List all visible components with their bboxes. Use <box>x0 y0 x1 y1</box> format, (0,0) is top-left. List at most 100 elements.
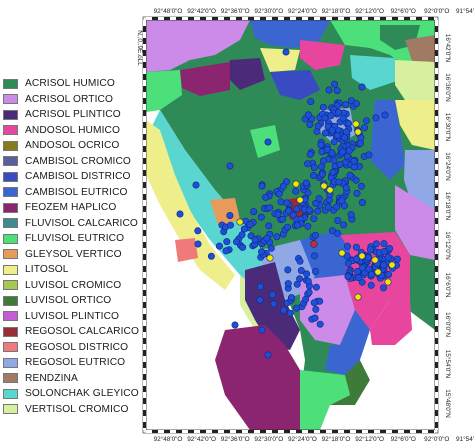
sample-point <box>226 162 234 170</box>
legend-label: CAMBISOL DISTRICO <box>25 171 131 183</box>
sample-point <box>268 291 276 299</box>
ruler-segment <box>143 236 146 242</box>
ruler-segment <box>428 430 434 433</box>
ruler-segment <box>435 212 438 218</box>
ruler-segment <box>206 17 212 20</box>
longitude-label-top: 92°42'0"O <box>187 7 216 15</box>
legend-label: REGOSOL DISTRICO <box>25 341 129 353</box>
sample-point <box>342 128 350 136</box>
ruler-segment <box>194 430 200 433</box>
sample-point <box>350 157 358 165</box>
ruler-segment <box>218 17 224 20</box>
polygon-gleysol <box>210 198 240 225</box>
ruler-segment <box>435 254 438 260</box>
ruler-segment <box>428 17 434 20</box>
ruler-segment <box>398 430 404 433</box>
ruler-segment <box>296 430 302 433</box>
ruler-segment <box>143 170 146 176</box>
ruler-segment <box>392 430 398 433</box>
ruler-segment <box>380 17 386 20</box>
legend-item: FLUVISOL EUTRICO <box>3 231 143 247</box>
sample-point <box>325 86 333 94</box>
ruler-segment <box>404 430 410 433</box>
ruler-segment <box>143 332 146 338</box>
sample-markers <box>176 48 401 359</box>
ruler-segment <box>143 182 146 188</box>
legend-item: ACRISOL PLINTICO <box>3 107 143 123</box>
ruler-segment <box>284 17 290 20</box>
sample-point <box>346 171 354 179</box>
ruler-segment <box>143 218 146 224</box>
ruler-segment <box>435 296 438 302</box>
ruler-segment <box>435 290 438 296</box>
legend-item: CAMBISOL EUTRICO <box>3 185 143 201</box>
ruler-segment <box>435 194 438 200</box>
ruler-segment <box>143 260 146 266</box>
sample-point <box>335 178 343 186</box>
legend-label: ANDOSOL HUMICO <box>25 124 120 136</box>
legend-label: FLUVISOL CALCARICO <box>25 217 138 229</box>
ruler-segment <box>435 140 438 146</box>
sample-point <box>270 300 278 308</box>
ruler-segment <box>182 430 188 433</box>
ruler-segment <box>143 290 146 296</box>
ruler-segment <box>143 416 146 422</box>
ruler-segment <box>344 17 350 20</box>
ruler-segment <box>143 134 146 140</box>
sample-point <box>319 103 327 111</box>
legend-item: CAMBISOL DISTRICO <box>3 169 143 185</box>
soil-polygons <box>146 20 435 430</box>
ruler-segment <box>212 430 218 433</box>
ruler-segment <box>143 80 146 86</box>
ruler-segment <box>164 17 170 20</box>
ruler-segment <box>416 17 422 20</box>
polygon-acrisol-ortico-north <box>146 20 250 72</box>
ruler-segment <box>143 248 146 254</box>
legend-swatch <box>3 202 18 213</box>
sample-point <box>330 156 338 164</box>
legend-label: LUVISOL PLINTICO <box>25 310 120 322</box>
ruler-segment <box>143 386 146 392</box>
sample-point <box>356 139 364 147</box>
ruler-segment <box>143 242 146 248</box>
polygon-vertisol-north <box>395 60 435 100</box>
ruler-segment <box>435 170 438 176</box>
legend-label: GLEYSOL VERTICO <box>25 248 122 260</box>
ruler-segment <box>143 86 146 92</box>
legend-swatch <box>3 125 18 136</box>
ruler-segment <box>344 430 350 433</box>
sample-point <box>317 141 325 149</box>
sample-point <box>362 117 370 125</box>
ruler-segment <box>435 242 438 248</box>
legend-item: ANDOSOL OCRICO <box>3 138 143 154</box>
sample-point <box>302 179 310 187</box>
latitude-label-right: 16°42'0"N <box>444 34 452 63</box>
latitude-label-right: 16°0'0"N <box>444 312 452 337</box>
longitude-label-top: 92°6'0"O <box>391 7 416 15</box>
sample-point <box>282 48 290 56</box>
sample-point <box>266 204 274 212</box>
ruler-segment <box>143 32 146 38</box>
ruler-segment <box>143 356 146 362</box>
ruler-segment <box>143 152 146 158</box>
ruler-segment <box>435 56 438 62</box>
ruler-segment <box>143 110 146 116</box>
ruler-segment <box>224 17 230 20</box>
ruler-segment <box>435 260 438 266</box>
ruler-segment <box>356 17 362 20</box>
ruler-segment <box>143 74 146 80</box>
longitude-label-bottom: 92°6'0"O <box>391 435 416 443</box>
longitude-label-top: 92°0'0"O <box>424 7 449 15</box>
sample-point <box>353 255 361 263</box>
sample-point <box>366 246 374 254</box>
ruler-segment <box>143 62 146 68</box>
sample-point <box>226 212 234 220</box>
graticule-ticks <box>143 17 438 433</box>
legend-swatch <box>3 280 18 291</box>
ruler-segment <box>143 404 146 410</box>
legend-label: CAMBISOL CROMICO <box>25 155 131 167</box>
polygon-fluvisol-west <box>146 70 182 112</box>
sample-point <box>312 283 320 291</box>
ruler-segment <box>143 392 146 398</box>
legend-label: FLUVISOL EUTRICO <box>25 233 125 245</box>
